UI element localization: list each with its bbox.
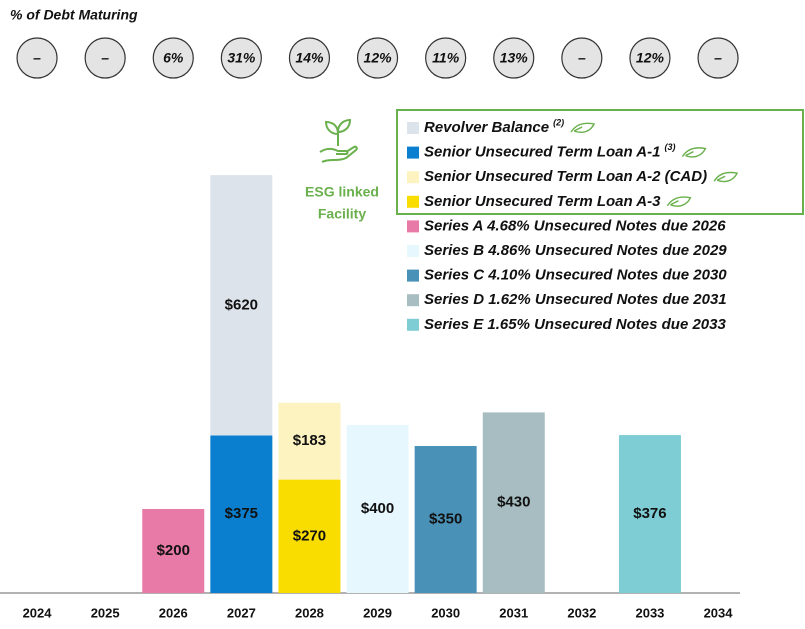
leaf-shape (681, 147, 707, 158)
debt-circle (493, 37, 535, 79)
legend-note: (3) (664, 142, 675, 152)
legend-swatch (407, 318, 419, 331)
debt-circle (561, 37, 603, 79)
value-label: $430 (497, 494, 530, 511)
legend-swatch (407, 245, 419, 257)
x-tick-label: 2030 (431, 605, 460, 620)
debt-maturing-title: % of Debt Maturing (10, 7, 138, 23)
legend-label: Senior Unsecured Term Loan A-3 (424, 193, 661, 210)
x-tick-label: 2024 (23, 605, 53, 620)
x-tick-label: 2033 (635, 605, 664, 620)
legend-label: Series B 4.86% Unsecured Notes due 2029 (424, 242, 727, 259)
esg-icon (319, 118, 358, 163)
legend-swatch (407, 146, 419, 159)
legend-label: Series E 1.65% Unsecured Notes due 2033 (424, 316, 726, 333)
legend-swatch (407, 294, 419, 307)
legend-swatch (407, 220, 419, 233)
debt-label: 13% (500, 50, 529, 66)
legend-label: Senior Unsecured Term Loan A-2 (CAD) (424, 168, 707, 185)
value-label: $400 (361, 500, 394, 517)
x-tick-label: 2028 (295, 605, 324, 620)
annotation: ESG linked (305, 184, 379, 200)
bar-segment (210, 435, 273, 593)
legend-swatch (407, 195, 419, 208)
legend-swatch (407, 171, 419, 184)
value-label: $375 (225, 505, 258, 522)
leaf-shape (570, 122, 596, 133)
debt-circle (697, 37, 739, 79)
debt-label: – (101, 50, 109, 66)
bar-segment (346, 425, 409, 593)
bar-segment (278, 402, 341, 480)
annotation: Facility (318, 206, 366, 222)
legend-label: Series D 1.62% Unsecured Notes due 2031 (424, 291, 727, 308)
value-label: $350 (429, 510, 462, 527)
debt-label: 14% (295, 50, 324, 66)
debt-circle (288, 37, 331, 79)
bar-segment (142, 509, 205, 593)
debt-label: 31% (227, 50, 256, 66)
legend-label: Series C 4.10% Unsecured Notes due 2030 (424, 267, 727, 284)
bar-segment (210, 175, 273, 436)
debt-circle (629, 37, 671, 79)
bar-segment (618, 435, 681, 593)
debt-circle (356, 37, 399, 79)
legend-label: Senior Unsecured Term Loan A-1 (424, 144, 660, 161)
debt-circle (84, 37, 126, 79)
x-tick-label: 2026 (159, 605, 188, 620)
esg-leaf (713, 171, 739, 183)
value-label: $183 (293, 432, 326, 449)
leaf-shape (666, 196, 692, 207)
x-tick-label: 2029 (363, 605, 392, 620)
debt-label: 12% (364, 50, 393, 66)
x-tick-label: 2034 (704, 605, 734, 620)
x-tick-label: 2031 (499, 605, 528, 620)
bar-segment (278, 479, 341, 593)
debt-label: – (33, 50, 41, 66)
value-label: $620 (225, 296, 258, 313)
debt-circle (220, 37, 262, 79)
legend-swatch (407, 122, 419, 134)
debt-circle (152, 37, 194, 79)
debt-label: 6% (163, 50, 184, 66)
leaf-shape (713, 171, 739, 183)
bar-segment (482, 412, 545, 593)
debt-circle (425, 37, 467, 79)
esg-box (396, 109, 804, 215)
debt-label: 12% (636, 50, 665, 66)
legend-swatch (407, 269, 419, 282)
value-label: $270 (293, 527, 326, 544)
x-tick-label: 2025 (91, 605, 120, 620)
value-label: $376 (633, 505, 666, 522)
debt-label: – (578, 50, 586, 66)
legend-note: (2) (553, 117, 564, 127)
x-tick-label: 2027 (227, 605, 256, 620)
legend-label: Series A 4.68% Unsecured Notes due 2026 (424, 217, 726, 234)
legend-label: Revolver Balance (424, 119, 549, 136)
value-label: $200 (157, 542, 190, 559)
debt-circle (16, 37, 58, 79)
debt-label: – (714, 50, 722, 66)
esg-leaf (570, 122, 596, 133)
bar-segment (414, 446, 477, 593)
x-tick-label: 2032 (567, 605, 596, 620)
esg-leaf (666, 196, 692, 207)
debt-label: 11% (432, 50, 460, 66)
esg-leaf (681, 147, 707, 158)
